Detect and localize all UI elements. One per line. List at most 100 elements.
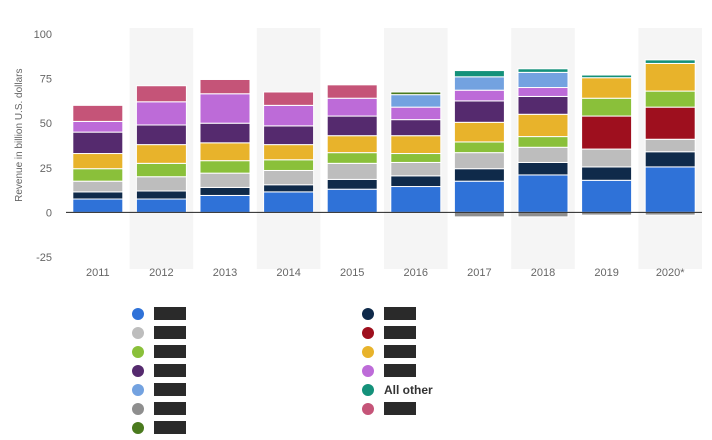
x-tick-label: 2016 bbox=[404, 267, 428, 279]
bar-segment bbox=[135, 190, 187, 200]
legend-item[interactable] bbox=[362, 342, 433, 361]
legend-swatch bbox=[362, 326, 374, 339]
bar-segment bbox=[326, 97, 378, 117]
y-tick-label: 25 bbox=[40, 163, 52, 175]
bar-segment bbox=[581, 97, 633, 117]
legend-swatch bbox=[362, 364, 374, 377]
legend-swatch bbox=[132, 402, 144, 415]
x-tick-label: 2018 bbox=[531, 267, 555, 279]
bar-segment bbox=[72, 180, 124, 193]
legend-item[interactable] bbox=[362, 323, 433, 342]
bar-segment bbox=[263, 144, 315, 161]
bar-segment bbox=[135, 198, 187, 213]
legend-item[interactable]: All other bbox=[362, 380, 433, 399]
bar-segment bbox=[326, 152, 378, 164]
bar-segment bbox=[453, 180, 505, 213]
legend-item[interactable] bbox=[132, 361, 186, 380]
bar-segment bbox=[517, 136, 569, 148]
bar-segment bbox=[135, 124, 187, 146]
bar-segment bbox=[199, 78, 251, 95]
bar-segment bbox=[644, 106, 696, 140]
bar-segment bbox=[135, 162, 187, 178]
bar-segment bbox=[453, 121, 505, 143]
bar-segment bbox=[72, 198, 124, 213]
legend-item[interactable] bbox=[132, 304, 186, 323]
bar-segment bbox=[390, 91, 442, 96]
bar-segment bbox=[135, 176, 187, 192]
bar-segment bbox=[453, 76, 505, 91]
bar-segment bbox=[517, 113, 569, 138]
bar-segment bbox=[390, 106, 442, 121]
y-tick-label: 50 bbox=[40, 118, 52, 130]
x-tick-label: 2011 bbox=[86, 267, 110, 279]
bar-segment bbox=[390, 94, 442, 108]
bar-segment bbox=[581, 166, 633, 181]
legend-item[interactable] bbox=[132, 323, 186, 342]
bar-segment bbox=[199, 160, 251, 174]
legend-label bbox=[384, 364, 416, 377]
bar-segment bbox=[453, 141, 505, 154]
y-tick-label: 100 bbox=[34, 29, 52, 41]
legend-swatch bbox=[362, 307, 374, 320]
x-tick-label: 2015 bbox=[340, 267, 364, 279]
bar-segment bbox=[72, 104, 124, 122]
bar-segment bbox=[263, 104, 315, 127]
bar-segment bbox=[135, 85, 187, 103]
legend-swatch bbox=[132, 307, 144, 320]
legend-item[interactable] bbox=[132, 342, 186, 361]
legend-label bbox=[384, 307, 416, 320]
bar-segment bbox=[326, 162, 378, 180]
legend-item[interactable] bbox=[362, 361, 433, 380]
legend-item[interactable] bbox=[362, 399, 433, 418]
bar-segment bbox=[644, 62, 696, 92]
y-tick-label: -25 bbox=[36, 252, 52, 264]
legend-item[interactable] bbox=[132, 418, 186, 437]
bar-segment bbox=[199, 93, 251, 124]
bar-segment bbox=[517, 146, 569, 163]
bar-segment bbox=[453, 89, 505, 102]
stacked-bar-chart: 100 75 50 25 0 -25 Revenue in billion U.S. dol… bbox=[14, 28, 702, 279]
bar-segment bbox=[72, 120, 124, 133]
bar-segment bbox=[517, 95, 569, 115]
bar-segment bbox=[326, 84, 378, 99]
bar-segment bbox=[199, 122, 251, 144]
bar-segment bbox=[644, 90, 696, 108]
bar-segment bbox=[199, 172, 251, 188]
bar-segment bbox=[644, 59, 696, 64]
legend-label bbox=[154, 307, 186, 320]
x-tick-label: 2019 bbox=[594, 267, 618, 279]
bar-segment bbox=[517, 71, 569, 89]
bar-segment bbox=[390, 186, 442, 213]
bar-segment bbox=[263, 91, 315, 106]
legend-item[interactable] bbox=[132, 399, 186, 418]
bar-segment bbox=[263, 184, 315, 193]
x-tick-label: 2013 bbox=[213, 267, 237, 279]
bar-segment bbox=[644, 166, 696, 213]
bar-segment bbox=[453, 168, 505, 182]
bar-segment bbox=[517, 161, 569, 176]
legend-item[interactable] bbox=[362, 304, 433, 323]
bar-segment bbox=[326, 188, 378, 213]
legend-label bbox=[154, 326, 186, 339]
bar-segment bbox=[581, 74, 633, 79]
legend-swatch bbox=[132, 345, 144, 358]
legend-item[interactable] bbox=[132, 380, 186, 399]
legend-swatch bbox=[132, 326, 144, 339]
legend-label bbox=[154, 364, 186, 377]
x-tick-label: 2014 bbox=[276, 267, 300, 279]
y-tick-label: 0 bbox=[46, 207, 52, 219]
bar-segment bbox=[263, 169, 315, 186]
legend-label bbox=[154, 421, 186, 434]
y-axis-label: Revenue in billion U.S. dollars bbox=[14, 68, 25, 201]
legend-label bbox=[384, 326, 416, 339]
bar-segment bbox=[199, 194, 251, 213]
legend-swatch bbox=[132, 383, 144, 396]
legend-label bbox=[154, 383, 186, 396]
bar-segment bbox=[199, 186, 251, 196]
bar-segment bbox=[326, 115, 378, 137]
legend-label bbox=[384, 345, 416, 358]
bar-segment bbox=[135, 101, 187, 126]
x-tick-label: 2012 bbox=[149, 267, 173, 279]
bar-segment bbox=[517, 174, 569, 213]
bar-segment bbox=[453, 211, 505, 218]
